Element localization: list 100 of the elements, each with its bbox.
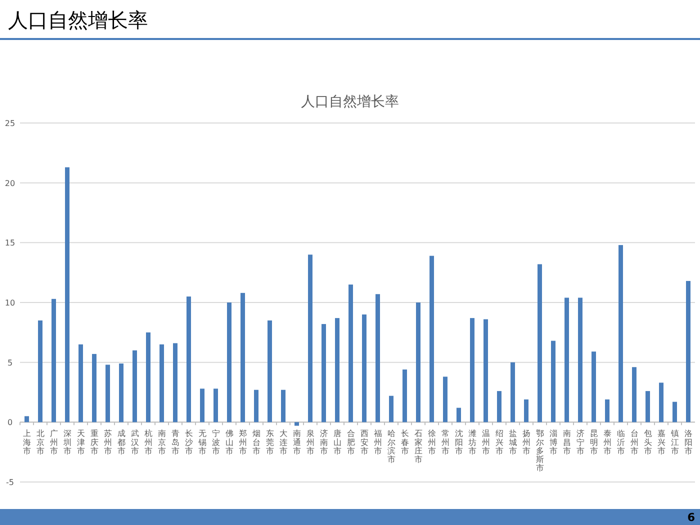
y-tick-label: 15 — [4, 238, 16, 248]
bar — [416, 302, 420, 422]
bar — [268, 320, 272, 422]
bar — [646, 391, 650, 422]
x-tick-label: 苏州市 — [104, 429, 112, 456]
bar — [186, 296, 191, 422]
x-tick-label: 宁波市 — [212, 429, 220, 456]
x-tick-label: 佛山市 — [225, 429, 234, 456]
x-tick-label: 重庆市 — [90, 429, 98, 456]
x-tick-label: 武汉市 — [130, 429, 139, 456]
x-tick-label: 台州市 — [630, 429, 638, 456]
x-tick-label: 南通市 — [292, 429, 301, 456]
x-tick-label: 杭州市 — [143, 429, 152, 456]
bar — [294, 422, 299, 426]
x-tick-label: 天津市 — [76, 429, 85, 456]
bar — [322, 324, 326, 422]
x-tick-label: 济南市 — [320, 429, 328, 456]
bar — [362, 314, 366, 422]
x-tick-label: 东莞市 — [266, 429, 274, 456]
x-tick-label: 唐山市 — [333, 429, 342, 456]
bar — [510, 362, 515, 422]
x-tick-label: 南京市 — [158, 429, 166, 456]
bar — [564, 298, 569, 422]
x-tick-label: 西安市 — [360, 429, 368, 456]
bar — [430, 256, 434, 422]
bar — [38, 320, 42, 422]
bar — [65, 167, 70, 422]
bar — [659, 382, 664, 422]
bar — [160, 344, 164, 422]
bar — [119, 364, 124, 422]
x-tick-label: 南昌市 — [562, 429, 571, 456]
x-tick-label: 包头市 — [644, 429, 652, 456]
x-tick-label: 大连市 — [279, 429, 288, 456]
bar — [24, 416, 29, 422]
bar — [106, 364, 110, 422]
x-tick-label: 郑州市 — [238, 429, 247, 456]
x-tick-label: 鄂尔多斯市 — [536, 429, 544, 473]
x-tick-label: 泰州市 — [603, 429, 612, 456]
bar — [335, 318, 340, 422]
x-tick-label: 合肥市 — [346, 429, 355, 456]
bar — [686, 280, 690, 422]
bar — [281, 390, 286, 422]
bar — [456, 408, 461, 422]
x-tick-label: 扬州市 — [522, 429, 530, 456]
x-tick-label: 长春市 — [400, 429, 409, 456]
bar — [348, 284, 353, 422]
y-tick-label: 5 — [7, 358, 13, 368]
text: 人口自然增长率 — [8, 8, 148, 32]
x-tick-label: 盐城市 — [508, 429, 517, 456]
bar — [605, 399, 610, 422]
bar — [146, 332, 150, 422]
bar — [497, 391, 502, 422]
bar — [92, 354, 96, 422]
chart-title: 人口自然增长率 — [301, 94, 399, 110]
x-tick-label: 昆明市 — [590, 429, 598, 456]
bar — [632, 367, 636, 422]
x-tick-label: 哈尔滨市 — [387, 429, 396, 464]
text: 6 — [687, 511, 696, 524]
x-tick-label: 深圳市 — [62, 429, 72, 456]
bar — [214, 388, 218, 422]
bar — [484, 319, 488, 422]
x-tick-label: 淄博市 — [549, 429, 558, 456]
x-tick-label: 广州市 — [50, 429, 58, 456]
x-tick-label: 沈阳市 — [454, 429, 463, 456]
bar — [227, 302, 232, 422]
x-tick-label: 潍坊市 — [467, 429, 476, 456]
x-tick-label: 北京市 — [36, 429, 44, 456]
bar — [592, 352, 596, 422]
bar — [551, 340, 556, 422]
bar — [672, 402, 677, 422]
x-tick-label: 徐州市 — [428, 429, 436, 456]
y-tick-label: 10 — [4, 298, 16, 308]
x-tick-label: 绍兴市 — [495, 429, 504, 456]
bar — [389, 396, 394, 422]
x-tick-label: 洛阳市 — [684, 429, 692, 456]
bar — [308, 254, 312, 422]
bar — [618, 245, 623, 422]
x-tick-label: 福州市 — [374, 429, 382, 456]
bar — [240, 292, 245, 422]
x-tick-label: 成都市 — [117, 429, 126, 456]
bar — [78, 344, 83, 422]
x-tick-label: 温州市 — [482, 429, 490, 456]
x-tick-label: 济宁市 — [576, 429, 584, 456]
x-tick-label: 上海市 — [22, 429, 31, 456]
bar — [443, 376, 448, 422]
bar — [52, 298, 56, 422]
x-tick-label: 石家庄市 — [414, 429, 422, 464]
x-tick-label: 烟台市 — [252, 429, 260, 456]
bar — [376, 294, 380, 422]
x-tick-label: 青岛市 — [171, 429, 180, 456]
x-tick-label: 临沂市 — [616, 429, 625, 456]
x-tick-label: 镇江市 — [670, 429, 679, 456]
bar — [524, 399, 528, 422]
x-tick-label: 无锡市 — [197, 429, 206, 456]
y-tick-label: -5 — [6, 478, 14, 487]
x-tick-label: 长沙市 — [184, 429, 193, 456]
bar — [402, 370, 407, 422]
y-tick-label: 20 — [4, 178, 16, 188]
bar — [538, 264, 542, 422]
x-tick-label: 泉州市 — [306, 429, 314, 456]
